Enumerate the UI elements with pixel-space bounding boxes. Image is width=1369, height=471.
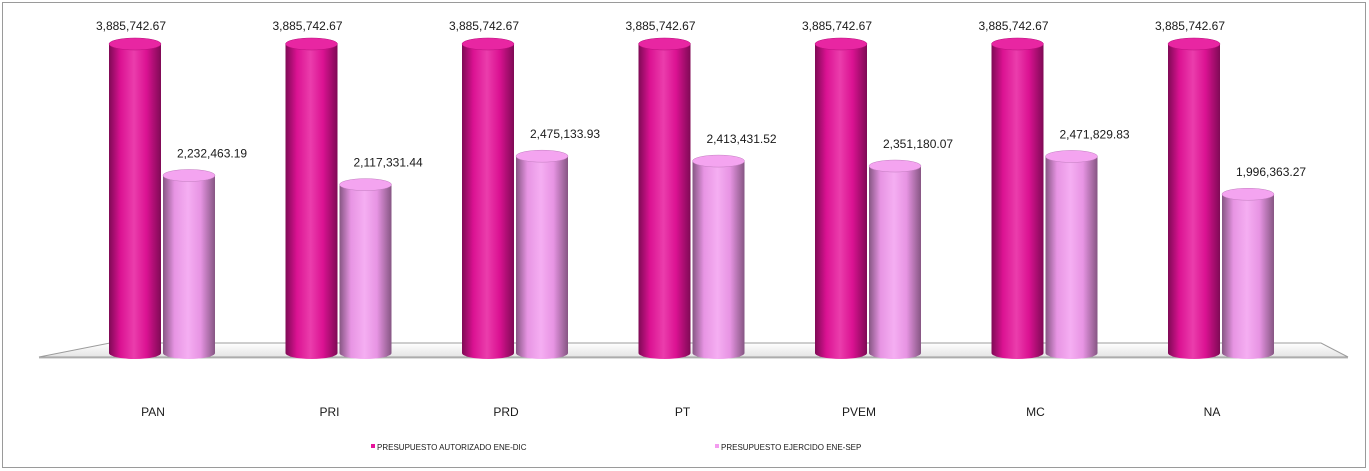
legend-label-series-2: PRESUPUESTO EJERCIDO ENE-SEP — [721, 443, 861, 452]
chart-category-labels: PAN PRI PRD PT PVEM MC NA — [141, 405, 1220, 419]
category-label-prd: PRD — [493, 405, 519, 419]
data-label-pan-series-2: 2,232,463.19 — [177, 146, 247, 160]
legend-swatch-series-2 — [715, 444, 719, 448]
data-label-pvem-series-2: 2,351,180.07 — [883, 137, 953, 151]
bar-pvem-series-2 — [868, 159, 922, 359]
data-label-pt-series-2: 2,413,431.52 — [707, 132, 777, 146]
category-label-mc: MC — [1026, 405, 1045, 419]
bar-pan-series-2 — [162, 169, 216, 359]
bar-pan-series-1 — [108, 37, 162, 359]
data-label-prd-series-1: 3,885,742.67 — [449, 19, 519, 33]
bar-pri-series-1 — [285, 37, 338, 359]
bar-prd-series-2 — [515, 149, 569, 359]
bar-pt-series-2 — [692, 154, 745, 359]
bar-prd-series-1 — [461, 37, 515, 359]
bar-pvem-series-1 — [814, 37, 868, 359]
chart-legend: PRESUPUESTO AUTORIZADO ENE-DIC PRESUPUEST… — [371, 443, 861, 452]
data-label-pri-series-2: 2,117,331.44 — [354, 156, 424, 170]
category-label-pt: PT — [675, 405, 691, 419]
data-label-mc-series-2: 2,471,829.83 — [1060, 127, 1130, 141]
data-label-prd-series-2: 2,475,133.93 — [530, 127, 600, 141]
category-label-pan: PAN — [141, 405, 165, 419]
data-label-pan-series-1: 3,885,742.67 — [96, 19, 166, 33]
bar-na-series-1 — [1167, 37, 1221, 359]
category-label-pri: PRI — [319, 405, 339, 419]
bar-na-series-2 — [1221, 187, 1275, 359]
legend-swatch-series-1 — [371, 444, 375, 448]
data-label-mc-series-1: 3,885,742.67 — [978, 19, 1048, 33]
category-label-pvem: PVEM — [842, 405, 876, 419]
data-label-na-series-1: 3,885,742.67 — [1155, 19, 1225, 33]
data-label-pri-series-1: 3,885,742.67 — [272, 19, 342, 33]
chart-data-labels: 3,885,742.67 2,232,463.19 3,885,742.67 2,11… — [96, 19, 1306, 179]
bar-mc-series-1 — [991, 37, 1044, 359]
bar-pri-series-2 — [339, 178, 392, 359]
bar-pt-series-1 — [638, 37, 691, 359]
bar-mc-series-2 — [1045, 150, 1098, 359]
chart-bars — [108, 37, 1275, 359]
legend-label-series-1: PRESUPUESTO AUTORIZADO ENE-DIC — [377, 443, 527, 452]
data-label-pt-series-1: 3,885,742.67 — [625, 19, 695, 33]
category-label-na: NA — [1204, 405, 1221, 419]
data-label-na-series-2: 1,996,363.27 — [1236, 165, 1306, 179]
data-label-pvem-series-1: 3,885,742.67 — [802, 19, 872, 33]
